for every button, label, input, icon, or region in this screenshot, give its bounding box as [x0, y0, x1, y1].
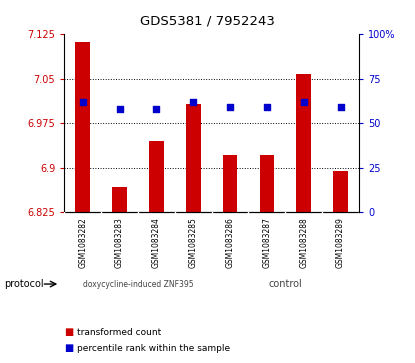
Text: GSM1083286: GSM1083286: [226, 217, 234, 268]
Bar: [149, 141, 164, 212]
Text: GDS5381 / 7952243: GDS5381 / 7952243: [140, 15, 275, 28]
Point: [264, 105, 270, 110]
Text: protocol: protocol: [4, 279, 44, 289]
Text: transformed count: transformed count: [77, 328, 161, 337]
Text: percentile rank within the sample: percentile rank within the sample: [77, 344, 230, 353]
Text: GSM1083285: GSM1083285: [189, 217, 198, 268]
Text: ■: ■: [64, 343, 73, 354]
Text: control: control: [269, 279, 302, 289]
Point: [116, 106, 123, 112]
Text: ■: ■: [64, 327, 73, 337]
Point: [153, 106, 160, 112]
Bar: [223, 155, 237, 212]
Text: GSM1083284: GSM1083284: [152, 217, 161, 268]
Bar: [76, 42, 90, 212]
Text: GSM1083283: GSM1083283: [115, 217, 124, 268]
Text: GSM1083289: GSM1083289: [336, 217, 345, 268]
Text: doxycycline-induced ZNF395: doxycycline-induced ZNF395: [83, 280, 193, 289]
Text: GSM1083287: GSM1083287: [262, 217, 271, 268]
Point: [190, 99, 197, 105]
Bar: [186, 104, 200, 212]
Point: [300, 99, 307, 105]
Point: [337, 105, 344, 110]
Bar: [333, 171, 348, 212]
Bar: [112, 187, 127, 212]
Text: GSM1083288: GSM1083288: [299, 217, 308, 268]
Bar: [259, 155, 274, 212]
Bar: [296, 74, 311, 212]
Text: GSM1083282: GSM1083282: [78, 217, 87, 268]
Point: [227, 105, 233, 110]
Point: [79, 99, 86, 105]
